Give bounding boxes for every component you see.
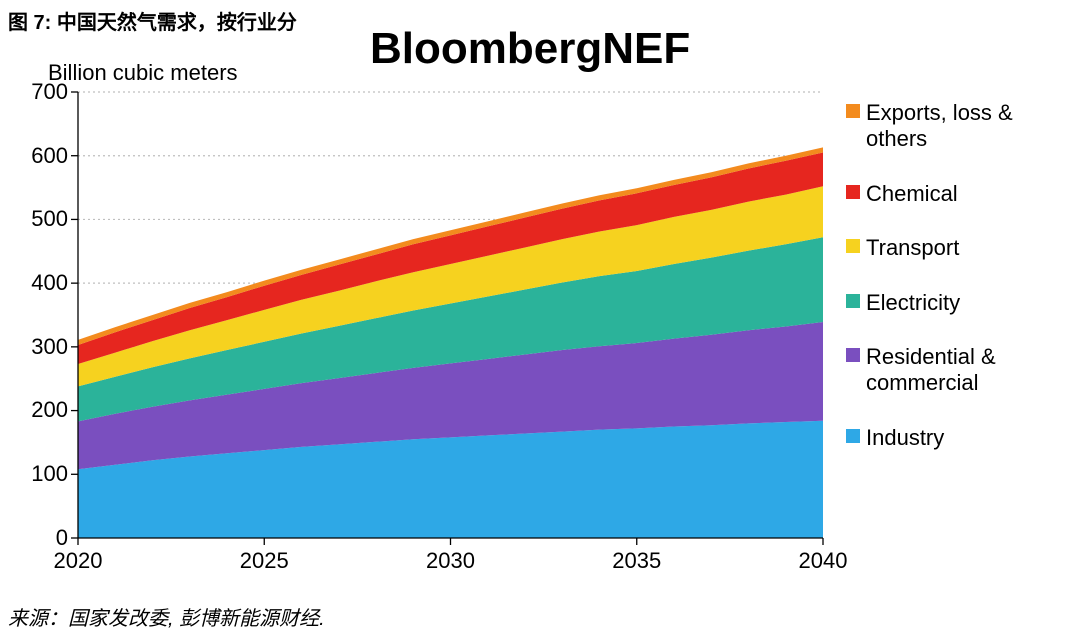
plot-area [78,92,823,538]
source-note: 来源：国家发改委, 彭博新能源财经. [8,602,325,631]
legend-swatch [846,294,860,308]
ytick-label: 500 [18,206,68,232]
legend: Exports, loss & others Chemical Transport E… [846,100,1046,479]
xtick-label: 2020 [54,548,103,574]
xtick-label: 2025 [240,548,289,574]
legend-item-transport: Transport [846,235,1046,261]
xtick-label: 2035 [612,548,661,574]
legend-swatch [846,429,860,443]
xtick-label: 2030 [426,548,475,574]
ytick-label: 0 [18,525,68,551]
legend-label: Transport [866,235,959,261]
xtick-label: 2040 [799,548,848,574]
legend-label: Electricity [866,290,960,316]
legend-item-industry: Industry [846,425,1046,451]
legend-item-electricity: Electricity [846,290,1046,316]
watermark: BloombergNEF [370,24,690,74]
legend-swatch [846,104,860,118]
legend-item-chemical: Chemical [846,181,1046,207]
legend-item-residential: Residential & commercial [846,344,1046,397]
chart-svg [78,92,823,553]
legend-label: Exports, loss & others [866,100,1046,153]
ytick-label: 100 [18,461,68,487]
y-axis-label: Billion cubic meters [48,60,238,86]
legend-swatch [846,348,860,362]
legend-label: Industry [866,425,944,451]
figure-caption: 图 7: 中国天然气需求，按行业分 [8,6,297,35]
ytick-label: 200 [18,397,68,423]
ytick-label: 400 [18,270,68,296]
figure: 图 7: 中国天然气需求，按行业分 BloombergNEF Billion c… [0,0,1080,641]
legend-swatch [846,239,860,253]
legend-label: Residential & commercial [866,344,1046,397]
ytick-label: 600 [18,143,68,169]
ytick-label: 300 [18,334,68,360]
legend-swatch [846,185,860,199]
ytick-label: 700 [18,79,68,105]
legend-item-exports: Exports, loss & others [846,100,1046,153]
legend-label: Chemical [866,181,958,207]
